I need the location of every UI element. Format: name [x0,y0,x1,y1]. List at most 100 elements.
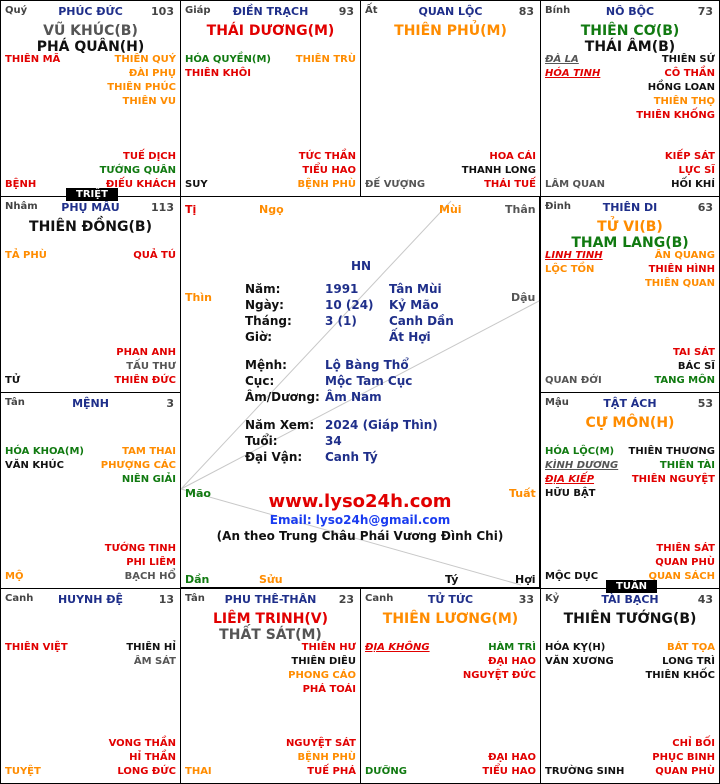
palace-mao: Tân MỆNH 3 HÓA KHOA(M) VĂN KHÚC TAM THAI PHƯỢN… [0,392,181,589]
right-stars: BÁT TỌA LONG TRÌ THIÊN KHỐC [645,641,715,683]
heavenly-stem: Kỷ [545,593,560,604]
minor-star: ĐẠI HAO [488,752,536,763]
minor-star: THIÊN HƯ [301,642,356,653]
info-key: Tháng: [245,314,292,328]
palace-number: 103 [151,5,174,18]
info-row-cuc: Cục: Mộc Tam Cục [245,373,525,389]
palace-number: 63 [697,201,713,214]
palace-name: TỬ TỨC [427,593,474,606]
heavenly-stem: Tân [185,593,205,604]
branch-mui: Mùi [439,203,462,216]
minor-star: THIÊN HỈ [126,642,176,653]
minor-star: HỮU BẬT [545,488,596,499]
aspect-line-hoi [181,488,522,586]
palace-number: 83 [518,5,534,18]
left-stars: HÓA LỘC(M) KÌNH DƯƠNG ĐỊA KIẾP HỮU BẬT [545,445,618,501]
palace-header: Nhâm PHỤ MẪU 113 [1,197,180,219]
palace-header: Đinh THIÊN DI 63 [541,197,719,219]
bl-stars: LÂM QUAN [545,178,605,192]
branch-thin: Thìn [185,291,212,304]
right-stars: THIÊN SỨ CÔ THẦN HỒNG LOAN THIÊN THỌ THIÊN K… [636,53,715,123]
minor-star: TUẾ DỊCH [123,151,176,162]
minor-star: HÓA QUYỀN(M) [185,54,271,65]
palace-name: MỆNH [72,397,109,410]
br-stars: PHAN ANH TẤU THƯ THIÊN ĐỨC [114,346,176,388]
minor-star: LINH TINH [545,250,603,261]
info-value: Lộ Bàng Thổ [325,358,409,372]
palace-header: Quý PHÚC ĐỨC 103 [1,1,180,23]
br-stars: TƯỚNG TINH PHI LIÊM BẠCH HỔ [105,542,176,584]
minor-star: QUAN SÁCH [648,571,715,582]
minor-star: HÓA LỘC(M) [545,446,615,457]
left-stars: THIÊN MÃ [5,53,60,67]
branch-ngo: Ngọ [259,203,284,216]
palace-name: TẬT ÁCH [603,397,657,410]
minor-star: NIÊN GIẢI [121,474,176,485]
info-value: Mộc Tam Cục [325,374,413,388]
website-link[interactable]: www.lyso24h.com [268,491,452,512]
minor-star: BÁT TỌA [667,642,715,653]
phase-label: LÂM QUAN [545,179,605,190]
info-key: Giờ: [245,330,273,344]
heavenly-stem: Ất [365,5,378,16]
info-value: 2024 (Giáp Thìn) [325,418,438,432]
heavenly-stem: Nhâm [5,201,38,212]
minor-star: TUẾ PHÁ [307,766,356,777]
info-row-namxem: Năm Xem: 2024 (Giáp Thìn) [245,417,525,433]
branch-ty: Tý [445,573,459,586]
bl-stars: SUY [185,178,208,192]
palace-name: PHÚC ĐỨC [58,5,123,18]
br-stars: VONG THẦN HỈ THẦN LONG ĐỨC [109,737,176,779]
branch-than: Thân [505,203,536,216]
place-label: HN [351,259,372,273]
center-info-panel: Tị Ngọ Mùi Thân Thìn Dậu Mão Tuất Dần Sử… [180,196,540,588]
main-star: TỬ VI(B) [597,219,663,235]
info-value: 3 (1) [325,314,357,328]
minor-star: HOA CÁI [489,151,536,162]
minor-star: LỰC SĨ [678,165,715,176]
right-stars: HÀM TRÌ ĐẠI HAO NGUYỆT ĐỨC [463,641,536,683]
bl-stars: THAI [185,765,212,779]
minor-star: BẠCH HỔ [124,571,176,582]
main-star: PHÁ QUÂN(H) [36,39,145,55]
heavenly-stem: Mậu [545,397,569,408]
minor-star: THIÊN SÁT [656,543,715,554]
info-value: 10 (24) [325,298,374,312]
minor-star: VĂN XƯƠNG [545,656,614,667]
palace-dan: Canh HUYNH ĐỆ 13 THIÊN VIỆT THIÊN HỈ ÂM SÁT TU… [0,588,181,784]
palace-ty2: Canh TỬ TỨC 33 THIÊN LƯƠNG(M) ĐỊA KHÔNG HÀM T… [360,588,541,784]
phase-label: BỆNH [5,179,37,190]
left-stars: ĐỊA KHÔNG [365,641,430,655]
minor-star: HỒNG LOAN [647,82,715,93]
phase-label: MỘ [5,571,24,582]
minor-star: PHỤC BINH [652,752,715,763]
heavenly-stem: Bính [545,5,571,16]
minor-star: HÓA TINH [545,68,601,79]
left-stars: ĐÀ LA HÓA TINH [545,53,600,81]
right-stars: QUẢ TÚ [133,249,176,263]
palace-name: TÀI BẠCH [601,593,659,606]
minor-star: THIÊN DIÊU [291,656,356,667]
minor-star: ÂM SÁT [133,656,176,667]
minor-star: PHI LIÊM [126,557,176,568]
palace-name: ĐIỀN TRẠCH [232,5,309,18]
left-stars: HÓA KHOA(M) VĂN KHÚC [5,445,84,473]
minor-star: LỘC TỒN [545,264,595,275]
palace-header: Tân PHU THÊ-THÂN 23 [181,589,360,611]
phase-label: THAI [185,766,212,777]
main-star: THIÊN TƯỚNG(B) [563,611,697,627]
email-link[interactable]: Email: lyso24h@gmail.com [269,513,451,527]
palace-header: Tân MỆNH 3 [1,393,180,415]
palace-header: Canh TỬ TỨC 33 [361,589,540,611]
palace-hoi: Kỷ TÀI BẠCH 43 THIÊN TƯỚNG(B) HÓA KỴ(H) VĂN X… [540,588,720,784]
palace-tuat: Mậu TẬT ÁCH 53 CỰ MÔN(H) HÓA LỘC(M) KÌNH DƯƠN… [540,392,720,589]
minor-star: QUAN PHÙ [655,766,715,777]
branch-ti: Tị [185,203,197,216]
branch-dau: Dậu [511,291,536,304]
info-row-daivan: Đại Vận: Canh Tý [245,449,525,465]
br-stars: NGUYỆT SÁT BỆNH PHÙ TUẾ PHÁ [286,737,356,779]
palace-than: Bính NÔ BỘC 73 THIÊN CƠ(B) THÁI ÂM(B) ĐÀ LA HÓ… [540,0,720,197]
phase-label: SUY [185,179,208,190]
right-stars: THIÊN THƯƠNG THIÊN TÀI THIÊN NGUYỆT [629,445,715,487]
